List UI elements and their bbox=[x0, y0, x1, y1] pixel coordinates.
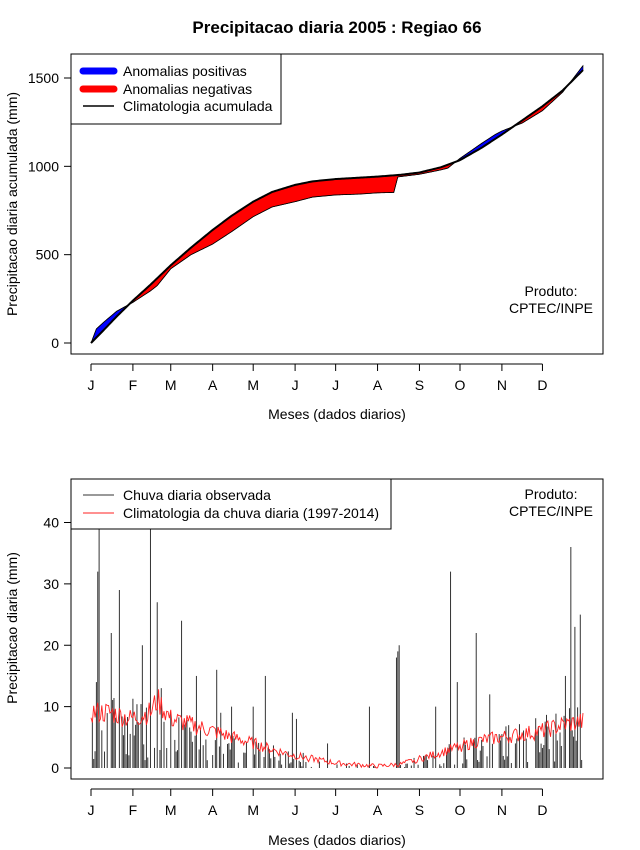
legend-label-climatology: Climatologia acumulada bbox=[123, 98, 273, 114]
bottom-x-tick-label: M bbox=[247, 802, 259, 818]
bottom-x-tick-label: A bbox=[208, 802, 218, 818]
legend-label-daily-climatology: Climatologia da chuva diaria (1997-2014) bbox=[123, 505, 379, 521]
top-x-tick-label: S bbox=[415, 377, 424, 393]
bottom-y-tick-label: 20 bbox=[43, 637, 59, 653]
bottom-chart-marks bbox=[90, 497, 584, 769]
legend-label-positive: Anomalias positivas bbox=[123, 63, 247, 79]
legend-label-negative: Anomalias negativas bbox=[123, 81, 252, 97]
bottom-x-tick-label: J bbox=[88, 802, 95, 818]
top-x-tick-label: M bbox=[165, 377, 177, 393]
legend-label-observed: Chuva diaria observada bbox=[123, 487, 271, 503]
bottom-y-tick-label: 0 bbox=[51, 760, 59, 776]
climatology-cumulative-line bbox=[90, 69, 584, 344]
daily-climatology-line bbox=[90, 689, 584, 769]
bottom-x-axis-label: Meses (dados diarios) bbox=[268, 832, 406, 848]
bottom-x-tick-label: S bbox=[415, 802, 424, 818]
top-x-tick-label: A bbox=[208, 377, 218, 393]
top-legend: Anomalias positivas Anomalias negativas … bbox=[70, 53, 282, 125]
bottom-x-tick-label: F bbox=[129, 802, 138, 818]
bottom-x-tick-label: D bbox=[537, 802, 547, 818]
top-y-axis-label: Precipitacao diaria acumulada (mm) bbox=[4, 92, 20, 316]
bottom-annotation-line2: CPTEC/INPE bbox=[509, 503, 593, 519]
bottom-legend: Chuva diaria observada Climatologia da c… bbox=[70, 478, 392, 530]
top-y-tick-label: 1500 bbox=[28, 70, 59, 86]
bottom-plot: 0 10 20 30 40 J F M A M J J A S O N D Meses (dados diar… bbox=[4, 478, 604, 848]
top-y-tick-label: 0 bbox=[51, 335, 59, 351]
top-annotation-line1: Produto: bbox=[525, 283, 578, 299]
top-annotation-line2: CPTEC/INPE bbox=[509, 300, 593, 316]
top-x-axis-label: Meses (dados diarios) bbox=[268, 406, 406, 422]
top-x-tick-label: N bbox=[497, 377, 507, 393]
bottom-y-axis: 0 10 20 30 40 bbox=[43, 515, 72, 776]
top-x-tick-label: O bbox=[455, 377, 466, 393]
bottom-y-tick-label: 40 bbox=[43, 515, 59, 531]
negative-anomaly-area bbox=[129, 161, 457, 305]
top-x-tick-label: J bbox=[88, 377, 95, 393]
bottom-x-tick-label: M bbox=[165, 802, 177, 818]
observed-cumulative-line bbox=[90, 65, 584, 344]
top-annotation: Produto: CPTEC/INPE bbox=[509, 283, 593, 316]
top-x-tick-label: J bbox=[292, 377, 299, 393]
top-y-tick-label: 1000 bbox=[28, 158, 59, 174]
top-x-tick-label: J bbox=[332, 377, 339, 393]
top-x-tick-label: A bbox=[373, 377, 383, 393]
chart-title: Precipitacao diaria 2005 : Regiao 66 bbox=[192, 18, 481, 37]
top-plot: 0 500 1000 1500 J F M A M J J A S O N D Meses (dados d… bbox=[4, 53, 604, 422]
top-x-tick-label: M bbox=[247, 377, 259, 393]
bottom-annotation-line1: Produto: bbox=[525, 486, 578, 502]
bottom-x-tick-label: N bbox=[497, 802, 507, 818]
top-x-tick-label: D bbox=[537, 377, 547, 393]
top-chart-marks bbox=[90, 65, 584, 344]
top-y-tick-label: 500 bbox=[36, 247, 60, 263]
bottom-x-tick-label: A bbox=[373, 802, 383, 818]
bottom-annotation: Produto: CPTEC/INPE bbox=[509, 486, 593, 519]
bottom-x-tick-label: J bbox=[292, 802, 299, 818]
top-y-axis: 0 500 1000 1500 bbox=[28, 70, 72, 351]
bottom-y-axis-label: Precipitacao diaria (mm) bbox=[4, 552, 20, 704]
bottom-y-tick-label: 30 bbox=[43, 576, 59, 592]
bottom-legend-box bbox=[70, 478, 392, 530]
bottom-y-tick-label: 10 bbox=[43, 699, 59, 715]
top-x-tick-label: F bbox=[129, 377, 138, 393]
bottom-x-tick-label: J bbox=[332, 802, 339, 818]
bottom-x-tick-label: O bbox=[455, 802, 466, 818]
